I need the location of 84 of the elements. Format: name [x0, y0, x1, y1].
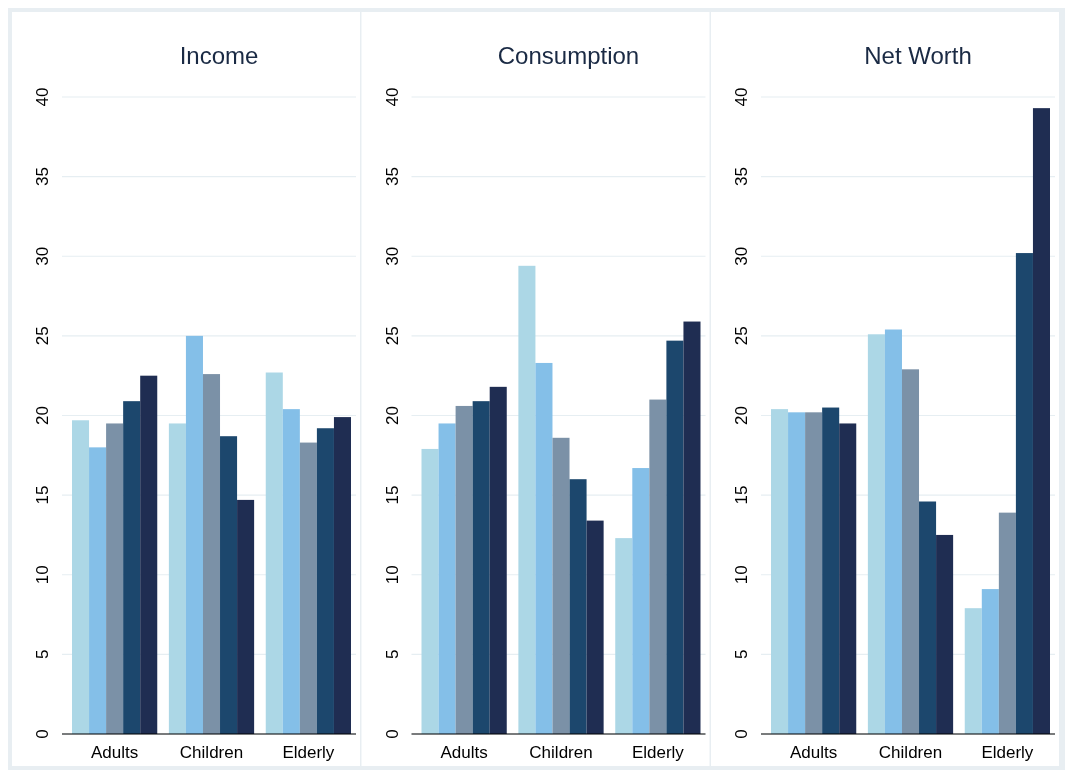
bar	[438, 423, 456, 734]
y-tick-label: 30	[732, 246, 751, 266]
bar	[586, 520, 604, 734]
bar	[282, 409, 300, 734]
y-tick-label: 0	[33, 729, 52, 739]
y-tick-label: 5	[382, 649, 402, 660]
y-tick-label: 15	[33, 485, 52, 505]
bar	[936, 534, 954, 734]
y-tick-label: 0	[732, 729, 751, 739]
y-tick-label: 30	[382, 246, 402, 266]
y-tick-label: 40	[33, 87, 52, 107]
y-tick-label: 25	[732, 326, 751, 346]
bar	[185, 335, 203, 734]
x-tick-label: Elderly	[981, 743, 1034, 762]
bar	[632, 468, 650, 734]
y-tick-label: 15	[732, 485, 751, 505]
y-tick-label: 35	[732, 167, 751, 187]
bar	[981, 589, 999, 734]
bar	[552, 437, 570, 734]
y-tick-label: 15	[382, 485, 402, 505]
y-tick-label: 35	[33, 167, 52, 187]
bar	[615, 538, 633, 734]
bar	[884, 329, 902, 734]
y-tick-label: 10	[732, 565, 751, 585]
bar	[998, 512, 1016, 734]
bar	[202, 374, 221, 734]
chart-title: Consumption	[497, 42, 640, 69]
bar	[265, 372, 283, 734]
y-tick-label: 25	[33, 326, 52, 346]
bar	[421, 448, 439, 734]
x-tick-label: Adults	[440, 743, 488, 762]
y-tick-label: 5	[732, 649, 751, 660]
x-tick-label: Children	[179, 743, 244, 762]
bar	[1032, 108, 1050, 734]
y-tick-label: 25	[382, 326, 402, 346]
y-tick-label: 20	[33, 406, 52, 425]
bar	[333, 417, 351, 734]
x-tick-label: Children	[529, 743, 593, 762]
bar	[964, 608, 982, 734]
bar	[901, 369, 920, 734]
bar	[535, 362, 553, 734]
y-tick-label: 20	[732, 406, 751, 425]
bar	[839, 423, 857, 734]
bar	[822, 407, 840, 734]
bar	[140, 375, 158, 734]
bar	[106, 423, 124, 734]
y-tick-label: 40	[382, 87, 402, 107]
x-tick-label: Elderly	[282, 743, 335, 762]
bar	[805, 412, 823, 734]
bar	[489, 386, 507, 734]
y-tick-label: 40	[732, 87, 751, 107]
x-tick-label: Adults	[790, 743, 838, 762]
bar	[518, 265, 536, 734]
y-tick-label: 0	[382, 729, 402, 739]
y-tick-label: 35	[382, 167, 402, 187]
bar	[89, 447, 107, 734]
y-tick-label: 5	[33, 649, 52, 660]
y-tick-label: 10	[382, 565, 402, 585]
bar	[299, 442, 317, 734]
y-tick-label: 10	[33, 565, 52, 585]
bar	[867, 334, 885, 734]
chart-title: Net Worth	[864, 42, 972, 69]
bar	[683, 321, 701, 734]
chart-title: Income	[179, 42, 259, 69]
x-tick-label: Children	[878, 743, 943, 762]
y-tick-label: 20	[382, 406, 402, 425]
y-tick-label: 30	[33, 246, 52, 266]
bar	[919, 501, 937, 734]
bar	[771, 409, 789, 734]
x-tick-label: Elderly	[631, 743, 685, 762]
bar	[455, 405, 473, 734]
bar	[72, 420, 90, 734]
x-tick-label: Adults	[91, 743, 139, 762]
bar	[569, 479, 587, 734]
bar	[237, 499, 255, 734]
bar	[1015, 253, 1033, 734]
bar	[649, 399, 667, 734]
bar	[472, 401, 490, 734]
bar	[316, 428, 334, 734]
bar	[666, 340, 684, 734]
bar	[220, 436, 238, 734]
bar	[123, 401, 141, 734]
bar	[168, 423, 186, 734]
bar	[788, 412, 806, 734]
